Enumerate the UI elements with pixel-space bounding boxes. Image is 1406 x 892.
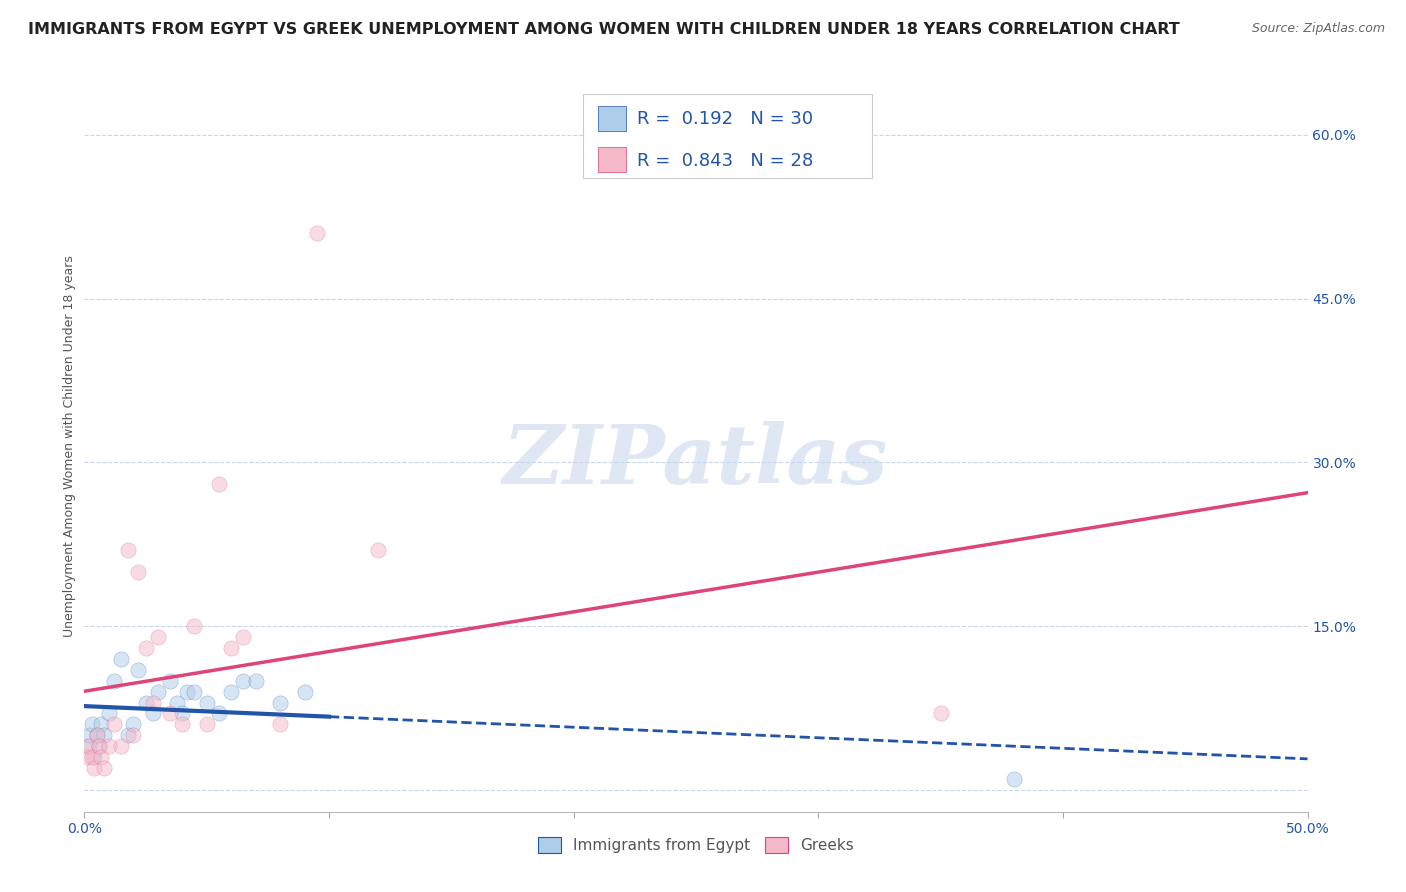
- Legend: Immigrants from Egypt, Greeks: Immigrants from Egypt, Greeks: [531, 830, 860, 859]
- Point: [159, 706, 181, 721]
- Point: [103, 717, 125, 731]
- Point: [305, 226, 328, 240]
- Text: R =  0.192   N = 30: R = 0.192 N = 30: [637, 110, 813, 128]
- Point: [76, 739, 98, 754]
- Point: [195, 696, 218, 710]
- Point: [232, 673, 254, 688]
- Point: [142, 696, 165, 710]
- Point: [135, 696, 157, 710]
- Point: [77, 728, 100, 742]
- Point: [183, 619, 205, 633]
- Point: [208, 706, 231, 721]
- Point: [103, 673, 125, 688]
- Point: [97, 739, 120, 754]
- Point: [367, 542, 389, 557]
- Point: [172, 717, 194, 731]
- Point: [219, 640, 242, 655]
- Point: [117, 728, 139, 742]
- Point: [159, 673, 181, 688]
- Point: [176, 684, 198, 698]
- Point: [83, 750, 105, 764]
- Point: [232, 630, 254, 644]
- Point: [90, 750, 112, 764]
- Point: [166, 696, 188, 710]
- Point: [208, 477, 231, 491]
- Point: [87, 739, 110, 754]
- Point: [110, 652, 132, 666]
- Point: [142, 706, 165, 721]
- Point: [80, 750, 103, 764]
- Point: [219, 684, 242, 698]
- Point: [146, 630, 169, 644]
- Point: [110, 739, 132, 754]
- Text: Source: ZipAtlas.com: Source: ZipAtlas.com: [1251, 22, 1385, 36]
- Point: [86, 728, 108, 742]
- Point: [90, 717, 112, 731]
- Point: [195, 717, 218, 731]
- Point: [929, 706, 952, 721]
- Text: R =  0.843   N = 28: R = 0.843 N = 28: [637, 152, 813, 169]
- Point: [80, 717, 103, 731]
- Point: [93, 728, 115, 742]
- Text: ZIPatlas: ZIPatlas: [503, 421, 889, 500]
- Point: [172, 706, 194, 721]
- Point: [77, 739, 100, 754]
- Point: [86, 728, 108, 742]
- Point: [93, 761, 115, 775]
- Point: [269, 696, 291, 710]
- Point: [87, 739, 110, 754]
- Point: [294, 684, 316, 698]
- Text: IMMIGRANTS FROM EGYPT VS GREEK UNEMPLOYMENT AMONG WOMEN WITH CHILDREN UNDER 18 Y: IMMIGRANTS FROM EGYPT VS GREEK UNEMPLOYM…: [28, 22, 1180, 37]
- Point: [135, 640, 157, 655]
- Point: [183, 684, 205, 698]
- Y-axis label: Unemployment Among Women with Children Under 18 years: Unemployment Among Women with Children U…: [63, 255, 76, 637]
- Point: [245, 673, 267, 688]
- Point: [1002, 772, 1025, 786]
- Point: [122, 728, 145, 742]
- Point: [269, 717, 291, 731]
- Point: [122, 717, 145, 731]
- Point: [117, 542, 139, 557]
- Point: [146, 684, 169, 698]
- Point: [97, 706, 120, 721]
- Point: [127, 565, 149, 579]
- Point: [83, 761, 105, 775]
- Point: [76, 750, 98, 764]
- Point: [127, 663, 149, 677]
